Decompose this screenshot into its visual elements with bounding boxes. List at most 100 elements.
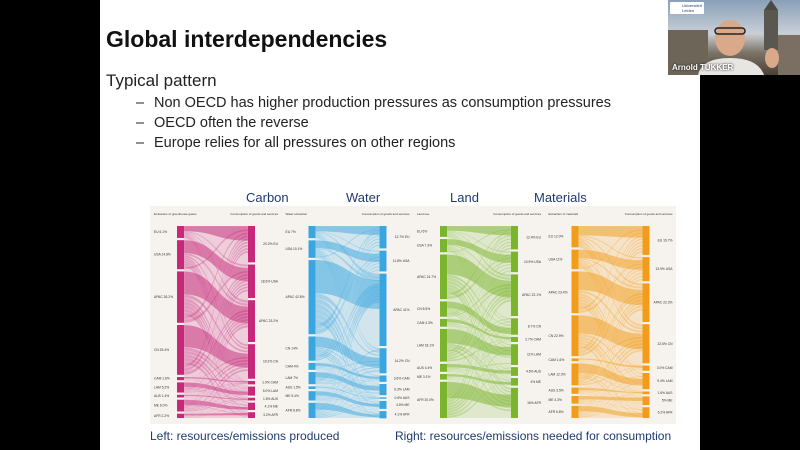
source-label: EU 6.1% [154,230,167,234]
bullet-item: – Europe relies for all pressures on othe… [136,133,611,153]
source-label: APAC 26.2% [154,295,173,299]
target-node [379,400,387,409]
slide-title: Global interdependencies [106,26,388,52]
source-label: EU 6% [417,229,427,233]
bullet-item: – OECD often the reverse [136,113,611,133]
target-node [379,250,387,272]
target-node [642,226,650,255]
dash-glyph: – [136,115,145,131]
source-label: ME 3.1% [417,375,430,379]
source-node [440,254,447,300]
source-node [177,226,184,238]
target-node [511,378,518,386]
chart-title-land: Land [450,190,479,205]
target-label: 8.7% CN [528,325,542,329]
target-node [642,407,650,418]
panel-left-header: Extraction of materials [549,212,579,216]
source-label: AUS 4.4% [417,366,432,370]
source-node [440,381,447,418]
source-node [177,382,184,393]
source-label: APAC 42.8% [286,295,305,299]
target-label: APAC 22.1% [522,293,541,297]
flow-link [315,225,380,236]
source-label: ME 6.0% [154,404,167,408]
target-label: 19.2% CN [263,359,279,363]
target-label: 1.9% CAM [262,381,278,385]
source-label: CAM 1.6% [549,358,565,362]
source-node [571,226,579,248]
target-label: 10.9% USA [524,260,542,264]
flow-link [446,238,512,264]
target-label: 3.0% CAM [657,366,673,370]
source-label: CAM 4.3% [417,321,433,325]
target-label: 3.6% CAM [394,377,410,381]
target-node [379,375,387,382]
target-label: 1.5% AUS [263,397,279,401]
target-label: 4.5% ME [396,403,410,407]
source-node [308,240,316,258]
source-label: USA 7.3% [417,244,432,248]
source-label: AUS 3.5% [549,389,564,393]
source-node [308,226,316,239]
target-node [511,387,518,418]
target-node [511,344,518,365]
flow-link [446,225,512,236]
panel-left-header: Water extraction [286,212,308,216]
source-label: AFR 6.8% [549,410,564,414]
source-label: CAM 4% [286,364,299,368]
flow-link [578,367,643,386]
flow-link [578,225,643,238]
bullet-list: – Non OECD has higher production pressure… [136,93,611,153]
target-label: APAC 23.2% [259,319,278,323]
source-node [308,260,316,335]
source-label: APAC 24.7% [417,275,436,279]
target-label: 5.0% LAM [263,389,278,393]
source-node [308,372,316,385]
panel-left-header: Land use [417,212,430,216]
bullet-text: OECD often the reverse [154,115,309,131]
chart-title-materials: Materials [534,190,587,205]
caption-left: Left: resources/emissions produced [150,429,340,443]
source-node [177,399,184,412]
source-node [440,318,447,327]
chart-title-carbon: Carbon [246,190,289,205]
target-label: APAC 41% [393,308,409,312]
source-node [571,396,579,404]
target-label: 20.2% EU [263,242,278,246]
target-label: 14.2% CN [394,359,410,363]
source-label: LAM 18.1% [417,343,434,347]
source-node [571,363,579,386]
target-label: 18.6% USA [261,279,279,283]
target-label: 1.6% AUS [657,391,673,395]
target-label: 4.6% AUS [526,370,542,374]
source-label: APAC 23.4% [549,290,568,294]
target-node [248,226,255,263]
source-node [177,324,184,375]
chart-title-water: Water [346,190,381,205]
bullet-text: Europe relies for all pressures on other… [154,135,456,151]
source-node [308,402,316,418]
target-node [379,273,387,347]
source-label: AFR 8.8% [286,408,301,412]
target-node [248,380,255,385]
source-label: AUS 1.5% [286,386,301,390]
target-label: 11.8% USA [393,259,411,263]
source-node [571,271,579,314]
panel-right-header: Consumption of goods and services [625,212,673,216]
source-node [177,377,184,381]
target-node [642,391,650,395]
source-node [440,363,447,372]
panel-right-header: Consumption of goods and services [230,212,278,216]
source-label: EU 7% [286,230,296,234]
source-node [308,391,316,401]
target-node [248,386,255,396]
target-label: 13.9% USA [655,267,673,271]
source-node [308,362,316,370]
source-node [177,413,184,418]
target-node [248,412,255,418]
webcam-video: Universiteit Leiden Arnold TUKKER [668,0,800,75]
panel-left-header: Emissions of greenhouse gases [154,212,197,216]
target-label: 3.2% AFR [263,413,278,417]
source-node [177,240,184,270]
target-node [511,274,518,317]
